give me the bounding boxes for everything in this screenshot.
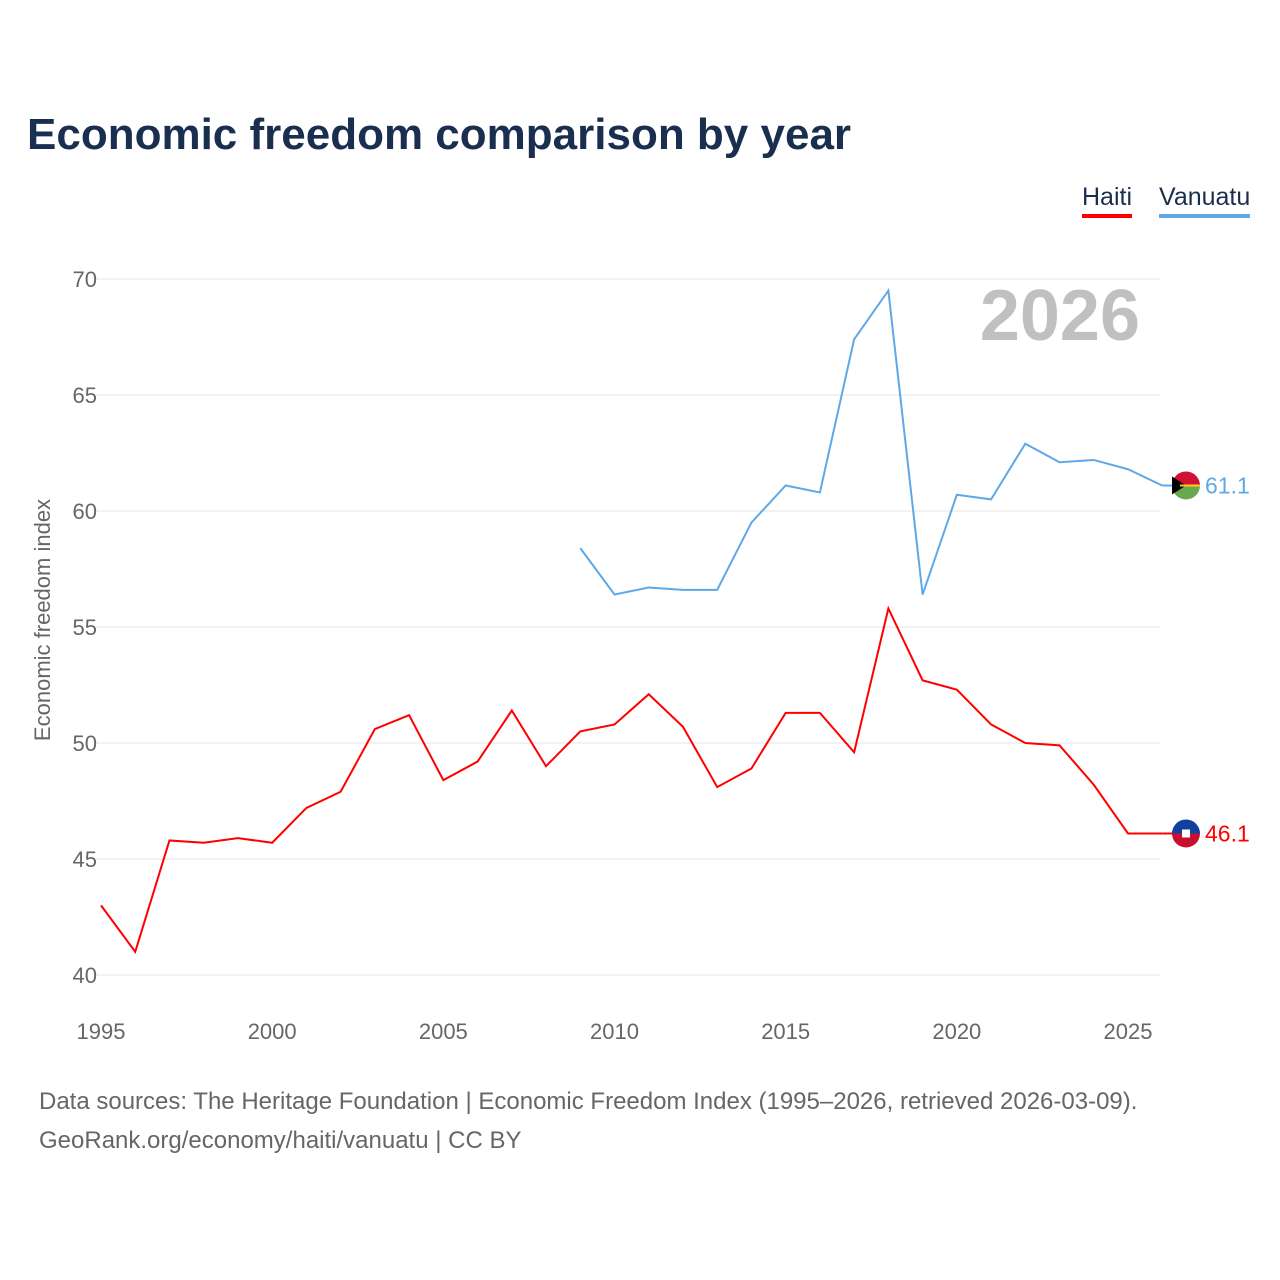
flag-icon-bottom (1172, 833, 1200, 848)
end-value-label: 61.1 (1205, 472, 1250, 498)
x-tick-label: 2020 (932, 1019, 981, 1044)
flag-icon-top (1172, 819, 1200, 834)
end-value-label: 46.1 (1205, 820, 1250, 846)
source-line-2[interactable]: GeoRank.org/economy/haiti/vanuatu | CC B… (39, 1127, 522, 1154)
y-tick-label: 60 (73, 499, 97, 524)
flag-emblem (1182, 829, 1190, 838)
x-tick-label: 2000 (248, 1019, 297, 1044)
legend-haiti[interactable]: Haiti (1082, 183, 1133, 218)
y-tick-label: 70 (73, 267, 97, 292)
x-tick-label: 2005 (419, 1019, 468, 1044)
y-axis-label: Economic freedom index (30, 499, 55, 741)
series-line-haiti (100, 605, 1163, 954)
series-line-vanuatu (579, 287, 1163, 596)
y-tick-label: 45 (73, 847, 97, 872)
y-tick-label: 65 (73, 383, 97, 408)
x-tick-label: 2010 (590, 1019, 639, 1044)
x-tick-label: 2025 (1104, 1019, 1153, 1044)
flag-triangle (1172, 476, 1186, 495)
source-line-1: Data sources: The Heritage Foundation | … (39, 1088, 1138, 1115)
x-tick-label: 1995 (77, 1019, 126, 1044)
y-tick-label: 50 (73, 731, 97, 756)
y-tick-label: 55 (73, 615, 97, 640)
y-tick-label: 40 (73, 963, 97, 988)
chart-title: Economic freedom comparison by year (27, 110, 852, 159)
legend-vanuatu[interactable]: Vanuatu (1159, 183, 1251, 218)
x-tick-label: 2015 (761, 1019, 810, 1044)
plot-area: 40 45 50 55 60 65 70 1995 2000 2005 2010 2015 2020 20… (30, 267, 1250, 1044)
year-watermark: 2026 (980, 276, 1140, 356)
